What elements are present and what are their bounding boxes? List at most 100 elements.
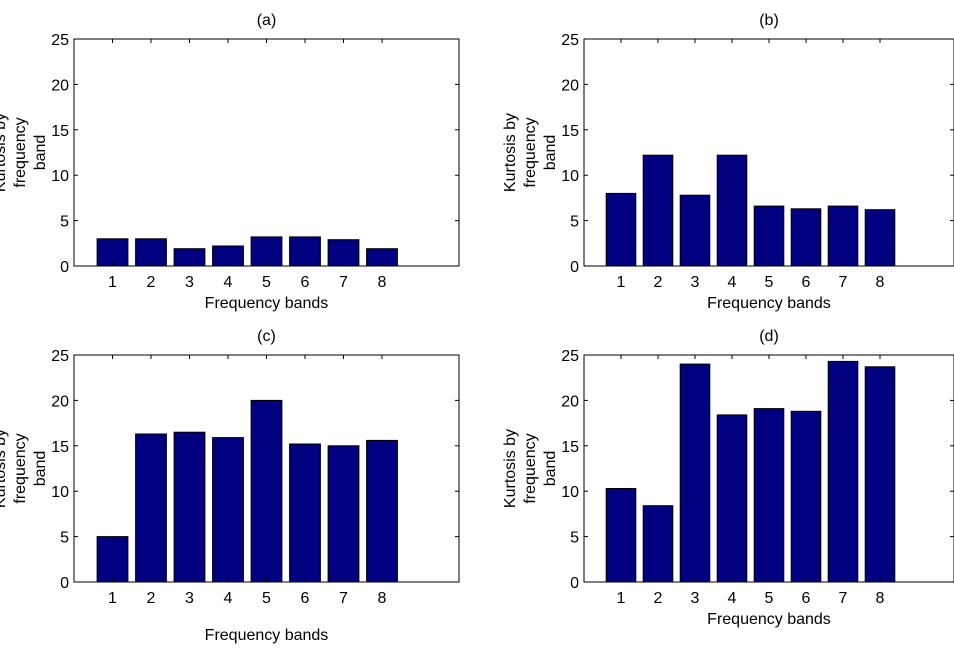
bar xyxy=(135,433,167,583)
axes-frame xyxy=(73,38,460,267)
chart-panel-b: 0 5 10 15 20 25 1 2 3 4 5 6 7 8 (b) Frequency bands Kurt… xyxy=(502,12,954,312)
y-tick-label: 15 xyxy=(561,123,579,140)
y-axis-label: Kurtosis by frequency band xyxy=(502,113,559,192)
bar xyxy=(327,445,360,583)
y-axis-label: Kurtosis by frequency band xyxy=(0,113,49,192)
x-axis-label: Frequency bands xyxy=(205,295,329,312)
y-tick-label: 5 xyxy=(60,530,69,547)
y-tick-label: 25 xyxy=(51,348,69,365)
y-tick-label: 25 xyxy=(561,348,579,365)
x-tick-label: 5 xyxy=(262,274,271,291)
chart-title: (a) xyxy=(257,12,277,29)
y-axis-label: Kurtosis by frequency band xyxy=(0,429,49,508)
bar xyxy=(790,410,822,583)
y-tick-label: 20 xyxy=(561,77,579,94)
y-tick-label: 10 xyxy=(51,168,69,185)
chart-panel-a: 0 5 10 15 20 25 1 2 3 4 5 6 7 8 (a) Frequency bands Kurt… xyxy=(0,12,460,312)
x-tick-label: 8 xyxy=(876,274,885,291)
bar xyxy=(289,443,321,583)
x-tick-label: 5 xyxy=(765,274,774,291)
y-axis-label: Kurtosis by frequency band xyxy=(502,429,559,508)
x-tick-label: 6 xyxy=(802,590,811,607)
x-axis-label: Frequency bands xyxy=(707,295,831,312)
bar xyxy=(96,238,129,267)
x-axis-label: Frequency bands xyxy=(205,627,329,644)
y-tick-label: 25 xyxy=(561,32,579,49)
bar xyxy=(716,154,748,267)
bar xyxy=(250,399,283,583)
y-tick-label: 25 xyxy=(51,32,69,49)
x-tick-label: 1 xyxy=(617,590,626,607)
y-tick-label: 20 xyxy=(51,393,69,410)
bar xyxy=(605,488,637,583)
bar xyxy=(642,154,674,267)
x-tick-label: 6 xyxy=(802,274,811,291)
bar xyxy=(827,360,859,583)
x-tick-label: 8 xyxy=(378,274,387,291)
bar xyxy=(289,236,321,267)
y-tick-label: 15 xyxy=(51,123,69,140)
chart-title: (c) xyxy=(257,328,276,345)
x-tick-label: 6 xyxy=(301,274,310,291)
x-axis-label: Frequency bands xyxy=(707,611,831,628)
y-tick-label: 15 xyxy=(561,439,579,456)
bar xyxy=(96,536,129,583)
y-tick-label: 10 xyxy=(561,484,579,501)
x-tick-label: 5 xyxy=(262,590,271,607)
bar xyxy=(790,208,822,267)
x-tick-label: 4 xyxy=(728,590,737,607)
y-tick-label: 10 xyxy=(561,168,579,185)
x-tick-label: 8 xyxy=(876,590,885,607)
x-tick-label: 2 xyxy=(654,274,663,291)
x-tick-label: 5 xyxy=(765,590,774,607)
x-tick-label: 7 xyxy=(839,274,848,291)
bar xyxy=(753,205,785,267)
y-tick-label: 5 xyxy=(570,530,579,547)
x-tick-label: 7 xyxy=(839,590,848,607)
bar xyxy=(605,192,637,267)
x-tick-label: 7 xyxy=(339,590,348,607)
bar xyxy=(864,209,896,267)
bar xyxy=(827,205,859,267)
y-tick-label: 5 xyxy=(60,214,69,231)
x-tick-label: 4 xyxy=(728,274,737,291)
y-tick-label: 0 xyxy=(570,575,579,592)
bar xyxy=(173,431,206,583)
bar xyxy=(642,505,674,583)
bar xyxy=(212,437,244,583)
bar xyxy=(250,236,283,267)
x-tick-label: 1 xyxy=(108,274,117,291)
x-tick-label: 3 xyxy=(691,590,700,607)
y-tick-label: 20 xyxy=(51,77,69,94)
x-tick-label: 3 xyxy=(691,274,700,291)
bar xyxy=(716,414,748,583)
x-tick-label: 3 xyxy=(185,590,194,607)
x-tick-label: 8 xyxy=(378,590,387,607)
chart-title: (b) xyxy=(759,12,779,29)
x-tick-label: 4 xyxy=(224,274,233,291)
x-tick-label: 7 xyxy=(339,274,348,291)
bar xyxy=(366,439,398,583)
y-tick-label: 15 xyxy=(51,439,69,456)
x-tick-label: 6 xyxy=(301,590,310,607)
chart-panel-c: 0 5 10 15 20 25 1 2 3 4 5 6 7 8 (c) Frequency bands Kurt… xyxy=(0,328,460,644)
chart-panel-d: 0 5 10 15 20 25 1 2 3 4 5 6 7 8 (d) Frequency bands Kurt… xyxy=(502,328,954,628)
bar xyxy=(135,238,167,267)
x-tick-label: 2 xyxy=(147,590,156,607)
x-tick-label: 4 xyxy=(224,590,233,607)
x-tick-label: 2 xyxy=(147,274,156,291)
y-tick-label: 10 xyxy=(51,484,69,501)
y-tick-label: 20 xyxy=(561,393,579,410)
bar xyxy=(864,366,896,583)
y-tick-label: 0 xyxy=(570,259,579,276)
x-tick-label: 1 xyxy=(617,274,626,291)
chart-title: (d) xyxy=(759,328,779,345)
x-tick-label: 2 xyxy=(654,590,663,607)
bar xyxy=(679,363,711,583)
y-tick-label: 0 xyxy=(60,575,69,592)
x-tick-label: 1 xyxy=(108,590,117,607)
y-tick-label: 5 xyxy=(570,214,579,231)
bar xyxy=(679,194,711,267)
